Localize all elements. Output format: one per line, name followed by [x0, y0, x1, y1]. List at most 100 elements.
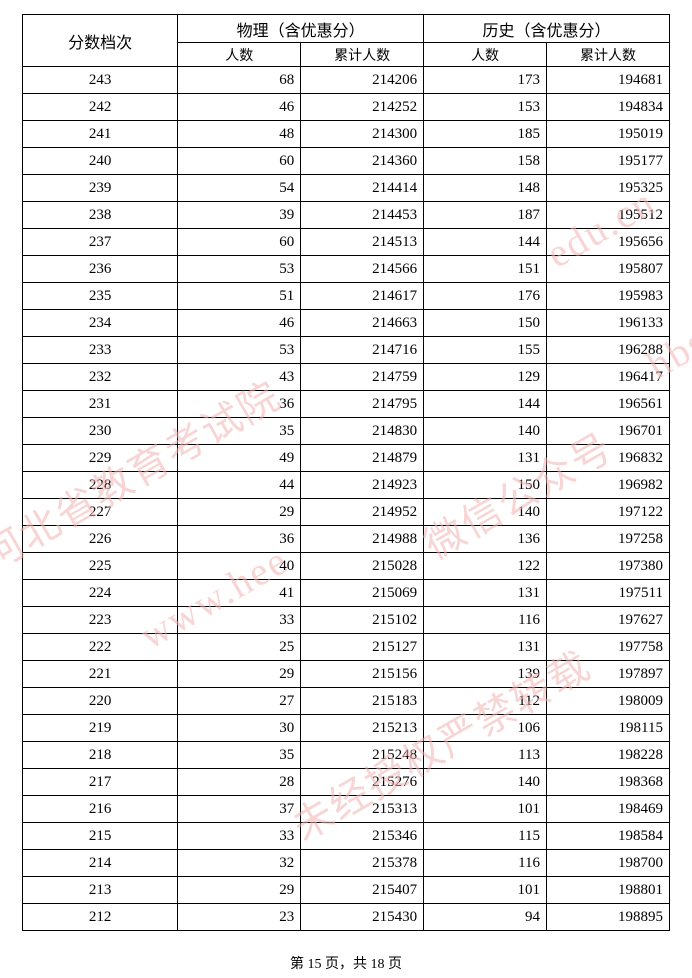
cell-score: 239	[23, 175, 178, 202]
cell-history-cumulative: 197380	[547, 553, 670, 580]
cell-history-count: 173	[424, 67, 547, 94]
cell-physics-count: 49	[178, 445, 301, 472]
page-container: 河北省教育考试院 www.hee 微信公众号 edu.cn 未经授权严禁转载 h…	[0, 0, 692, 978]
cell-history-cumulative: 195807	[547, 256, 670, 283]
table-row: 23954214414148195325	[23, 175, 670, 202]
cell-physics-count: 39	[178, 202, 301, 229]
table-row: 22844214923150196982	[23, 472, 670, 499]
table-row: 21533215346115198584	[23, 823, 670, 850]
cell-history-cumulative: 198469	[547, 796, 670, 823]
score-table: 分数档次 物理（含优惠分） 历史（含优惠分） 人数 累计人数 人数 累计人数 2…	[22, 14, 670, 931]
cell-history-count: 101	[424, 877, 547, 904]
header-history: 历史（含优惠分）	[424, 15, 670, 43]
cell-physics-cumulative: 215378	[301, 850, 424, 877]
cell-history-cumulative: 195983	[547, 283, 670, 310]
cell-score: 223	[23, 607, 178, 634]
cell-physics-cumulative: 214566	[301, 256, 424, 283]
cell-history-cumulative: 198700	[547, 850, 670, 877]
table-row: 22729214952140197122	[23, 499, 670, 526]
cell-history-count: 116	[424, 850, 547, 877]
cell-history-count: 148	[424, 175, 547, 202]
cell-history-count: 140	[424, 499, 547, 526]
cell-physics-count: 35	[178, 418, 301, 445]
cell-physics-cumulative: 214414	[301, 175, 424, 202]
cell-history-count: 94	[424, 904, 547, 931]
cell-physics-cumulative: 214360	[301, 148, 424, 175]
cell-history-cumulative: 198228	[547, 742, 670, 769]
cell-history-count: 131	[424, 634, 547, 661]
header-physics-count: 人数	[178, 43, 301, 67]
cell-history-count: 187	[424, 202, 547, 229]
cell-physics-count: 48	[178, 121, 301, 148]
cell-physics-count: 29	[178, 499, 301, 526]
table-row: 23760214513144195656	[23, 229, 670, 256]
cell-history-cumulative: 195019	[547, 121, 670, 148]
table-row: 21637215313101198469	[23, 796, 670, 823]
cell-score: 216	[23, 796, 178, 823]
cell-physics-cumulative: 215213	[301, 715, 424, 742]
cell-history-cumulative: 198801	[547, 877, 670, 904]
cell-history-cumulative: 197258	[547, 526, 670, 553]
cell-physics-cumulative: 214795	[301, 391, 424, 418]
cell-physics-cumulative: 215156	[301, 661, 424, 688]
cell-physics-count: 36	[178, 391, 301, 418]
cell-physics-cumulative: 214988	[301, 526, 424, 553]
cell-physics-count: 60	[178, 229, 301, 256]
cell-history-cumulative: 198584	[547, 823, 670, 850]
cell-physics-cumulative: 215183	[301, 688, 424, 715]
table-row: 23551214617176195983	[23, 283, 670, 310]
cell-physics-cumulative: 215276	[301, 769, 424, 796]
cell-physics-cumulative: 214759	[301, 364, 424, 391]
cell-score: 217	[23, 769, 178, 796]
cell-physics-count: 51	[178, 283, 301, 310]
cell-physics-count: 68	[178, 67, 301, 94]
cell-physics-count: 33	[178, 607, 301, 634]
cell-physics-cumulative: 215028	[301, 553, 424, 580]
cell-history-cumulative: 196417	[547, 364, 670, 391]
cell-physics-cumulative: 215069	[301, 580, 424, 607]
table-row: 22636214988136197258	[23, 526, 670, 553]
cell-score: 240	[23, 148, 178, 175]
cell-history-cumulative: 194834	[547, 94, 670, 121]
table-row: 22949214879131196832	[23, 445, 670, 472]
cell-score: 241	[23, 121, 178, 148]
cell-history-count: 139	[424, 661, 547, 688]
cell-history-cumulative: 196288	[547, 337, 670, 364]
table-body: 2436821420617319468124246214252153194834…	[23, 67, 670, 931]
header-physics-cumulative: 累计人数	[301, 43, 424, 67]
cell-history-cumulative: 195325	[547, 175, 670, 202]
cell-history-count: 116	[424, 607, 547, 634]
cell-score: 221	[23, 661, 178, 688]
cell-history-count: 136	[424, 526, 547, 553]
cell-history-cumulative: 198009	[547, 688, 670, 715]
cell-history-count: 144	[424, 229, 547, 256]
cell-physics-cumulative: 215248	[301, 742, 424, 769]
cell-score: 231	[23, 391, 178, 418]
cell-history-cumulative: 197627	[547, 607, 670, 634]
cell-history-count: 158	[424, 148, 547, 175]
cell-score: 243	[23, 67, 178, 94]
cell-physics-cumulative: 215313	[301, 796, 424, 823]
cell-physics-count: 46	[178, 94, 301, 121]
cell-score: 236	[23, 256, 178, 283]
cell-history-cumulative: 196133	[547, 310, 670, 337]
cell-physics-count: 41	[178, 580, 301, 607]
cell-history-count: 101	[424, 796, 547, 823]
table-row: 23243214759129196417	[23, 364, 670, 391]
cell-history-cumulative: 197897	[547, 661, 670, 688]
cell-physics-count: 27	[178, 688, 301, 715]
table-row: 22027215183112198009	[23, 688, 670, 715]
cell-history-count: 131	[424, 445, 547, 472]
cell-physics-count: 43	[178, 364, 301, 391]
cell-physics-cumulative: 215407	[301, 877, 424, 904]
table-row: 21930215213106198115	[23, 715, 670, 742]
cell-score: 219	[23, 715, 178, 742]
cell-score: 237	[23, 229, 178, 256]
cell-history-count: 140	[424, 418, 547, 445]
cell-history-count: 176	[424, 283, 547, 310]
cell-history-count: 153	[424, 94, 547, 121]
table-row: 24368214206173194681	[23, 67, 670, 94]
cell-history-cumulative: 197758	[547, 634, 670, 661]
table-row: 24246214252153194834	[23, 94, 670, 121]
cell-score: 238	[23, 202, 178, 229]
